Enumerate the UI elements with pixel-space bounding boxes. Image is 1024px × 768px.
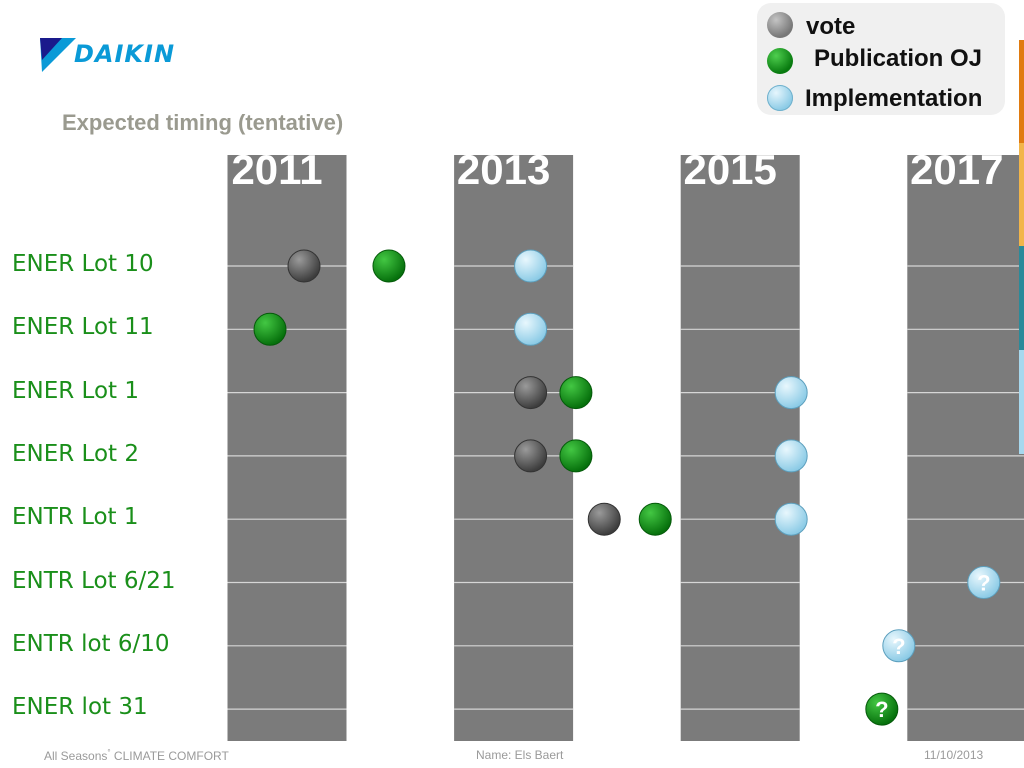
daikin-triangle-icon: [40, 38, 76, 72]
footer-brand: All Seasons: [44, 749, 108, 763]
legend-label-implementation: Implementation: [805, 85, 983, 112]
point-implementation: [774, 376, 808, 410]
edge-strip-teal: [1019, 246, 1024, 350]
legend-label-vote: vote: [806, 13, 856, 40]
point-implementation: [967, 566, 1001, 599]
point-publication-oj: [638, 502, 672, 536]
legend-swatch-publication: [767, 48, 793, 74]
row-label: ENER Lot 11: [12, 314, 154, 341]
edge-strip-orange: [1019, 40, 1024, 143]
legend: vote Publication OJ Implementation: [757, 3, 1005, 115]
point-publication-oj: [865, 692, 899, 726]
point-vote: [587, 502, 621, 536]
point-question-mark: ?: [875, 697, 888, 722]
row-label: ENER Lot 2: [12, 440, 140, 467]
point-implementation: [514, 312, 548, 346]
point-publication-oj: [559, 376, 593, 410]
year-column-2017: [907, 155, 1024, 741]
year-tick-2017: 2017: [910, 146, 1003, 193]
footer-left: All Seasons° CLIMATE COMFORT: [44, 748, 229, 763]
row-label: ENER lot 31: [12, 694, 148, 721]
point-vote: [287, 249, 321, 283]
year-column-2011: [227, 155, 347, 741]
edge-strip-lightblue: [1019, 350, 1024, 454]
row-label: ENER Lot 1: [12, 377, 140, 404]
logo-text: DAIKIN: [74, 40, 176, 68]
legend-swatch-implementation: [767, 85, 793, 111]
row-label: ENTR lot 6/10: [12, 630, 170, 657]
point-publication-oj: [253, 312, 287, 346]
point-implementation: [774, 439, 808, 473]
row-label: ENER Lot 10: [12, 251, 154, 277]
row-label: ENTR Lot 6/21: [12, 567, 176, 594]
point-publication-oj: [559, 439, 593, 473]
page-subtitle: Expected timing (tentative): [62, 110, 344, 135]
row-label: ENTR Lot 1: [12, 504, 139, 531]
legend-label-publication: Publication OJ: [814, 45, 983, 72]
point-implementation: [882, 629, 916, 663]
point-question-mark: ?: [892, 634, 905, 659]
year-tick-2013: 2013: [457, 146, 550, 193]
daikin-logo: DAIKIN: [40, 38, 210, 74]
edge-strip-yellow: [1019, 143, 1024, 246]
point-vote: [514, 376, 548, 410]
year-column-2013: [454, 155, 574, 741]
footer-degree: °: [107, 748, 111, 757]
point-question-mark: ?: [977, 571, 990, 596]
year-tick-2011: 2011: [231, 146, 322, 193]
year-tick-2015: 2015: [683, 146, 776, 193]
footer-date: 11/10/2013: [924, 748, 984, 762]
legend-swatch-vote: [767, 12, 793, 38]
footer-name: Name: Els Baert: [476, 748, 564, 762]
point-implementation: [514, 249, 548, 283]
footer-tagline: CLIMATE COMFORT: [113, 749, 229, 763]
point-publication-oj: [372, 249, 406, 283]
point-implementation: [774, 502, 808, 536]
point-vote: [514, 439, 548, 473]
